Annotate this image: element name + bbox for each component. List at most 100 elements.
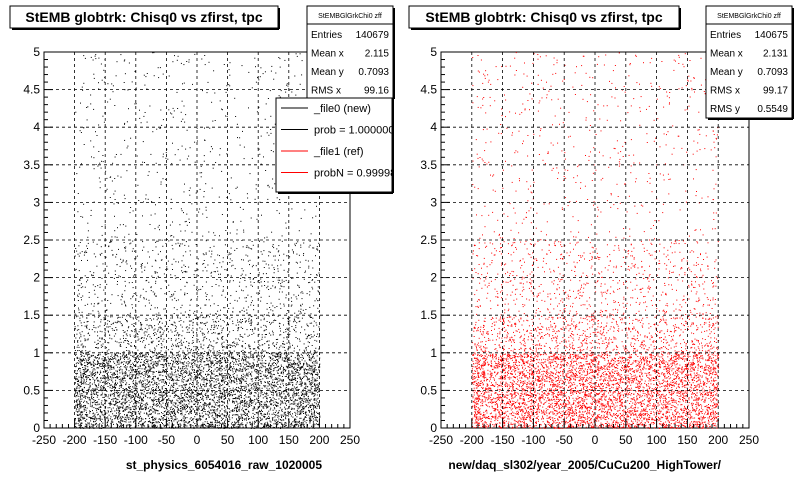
scatter-point [211,405,213,407]
scatter-point [256,412,258,414]
scatter-point [100,406,102,408]
scatter-point [183,406,185,408]
scatter-point [138,358,140,360]
scatter-point [91,404,93,406]
scatter-point [236,427,238,429]
scatter-point [125,424,127,426]
scatter-point [99,411,101,412]
scatter-point [315,387,317,389]
scatter-point [305,400,307,401]
scatter-point [229,376,231,378]
scatter-point [206,371,208,372]
scatter-point [180,408,182,409]
scatter-point [151,381,153,383]
scatter-point [239,363,241,364]
scatter-point [290,382,292,384]
scatter-point [266,425,268,427]
scatter-point [261,391,263,393]
scatter-point [226,392,228,393]
scatter-point [309,419,311,421]
scatter-point [91,395,93,397]
scatter-point [205,397,207,399]
scatter-point [287,394,288,396]
scatter-point [267,417,269,419]
scatter-point [219,410,221,412]
scatter-point [190,413,192,414]
scatter-point [186,425,188,427]
scatter-point [306,379,308,381]
scatter-point [200,392,202,394]
scatter-point [286,415,288,416]
scatter-point [191,363,193,365]
scatter-point [247,373,249,375]
scatter-point [316,377,318,379]
scatter-point [128,353,129,355]
scatter-point [289,373,291,375]
scatter-point [110,408,112,410]
scatter-point [244,412,246,414]
scatter-point [313,390,315,392]
scatter-point [207,425,209,427]
scatter-point [166,368,168,370]
scatter-point [259,387,261,389]
scatter-point [163,371,165,373]
scatter-point [95,401,97,403]
scatter-point [302,389,304,391]
scatter-point [138,397,140,399]
scatter-point [82,359,84,361]
scatter-point [186,405,188,407]
scatter-point [113,356,115,357]
scatter-point [223,367,225,369]
scatter-point [189,362,191,364]
scatter-point [171,359,173,361]
scatter-point [183,353,185,354]
scatter-point [79,385,81,387]
scatter-point [230,362,232,364]
scatter-point [310,418,312,420]
scatter-point [245,418,247,420]
scatter-point [94,359,96,361]
scatter-point [98,380,100,382]
scatter-point [95,400,97,401]
scatter-point [280,426,282,428]
scatter-point [219,385,221,387]
scatter-point [76,414,78,416]
scatter-point [300,398,302,400]
scatter-point [264,392,265,394]
scatter-point [308,409,310,411]
scatter-point [297,408,299,410]
scatter-point [315,360,316,362]
scatter-point [231,379,232,381]
scatter-point [232,402,234,404]
scatter-point [280,356,282,358]
scatter-point [285,396,287,398]
scatter-point [145,403,147,405]
scatter-point [106,365,108,367]
scatter-point [101,358,103,360]
scatter-point [197,419,199,421]
scatter-point [111,421,113,423]
scatter-point [115,377,117,379]
scatter-point [214,357,216,359]
scatter-point [166,408,168,410]
scatter-point [133,369,134,371]
scatter-point [122,424,123,426]
scatter-point [306,373,308,375]
scatter-point [181,420,183,422]
scatter-point [207,414,209,416]
scatter-point [177,409,179,411]
scatter-point [288,382,290,384]
scatter-point [263,356,264,358]
scatter-point [110,366,112,368]
scatter-point [281,400,283,402]
scatter-point [96,424,98,426]
scatter-point [107,366,109,368]
scatter-point [112,400,114,402]
scatter-point [263,415,265,417]
scatter-point [239,380,241,382]
scatter-point [231,381,233,383]
scatter-point [185,400,187,402]
scatter-point [268,364,269,366]
scatter-point [220,355,221,356]
scatter-point [267,423,269,425]
